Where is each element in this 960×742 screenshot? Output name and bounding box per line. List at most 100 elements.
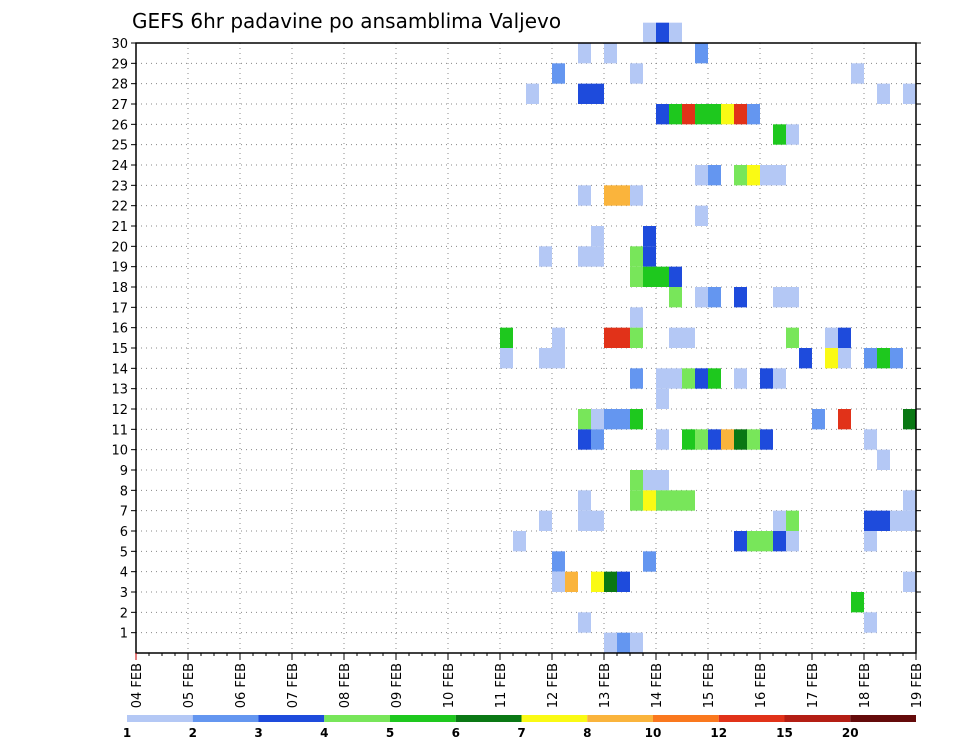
x-tick-label: 12 FEB <box>546 663 561 708</box>
colorbar-label: 20 <box>842 726 859 740</box>
y-tick-label: 29 <box>111 57 128 72</box>
y-tick-label: 30 <box>111 37 128 52</box>
precip-cell <box>591 83 604 104</box>
y-tick-label: 19 <box>111 261 128 276</box>
precip-cell <box>903 409 916 430</box>
precip-cell <box>734 104 747 125</box>
precip-cell <box>773 124 786 145</box>
x-tick-label: 17 FEB <box>806 663 821 708</box>
precip-cell <box>656 266 669 287</box>
precip-cell <box>734 287 747 308</box>
y-tick-label: 22 <box>111 200 128 215</box>
precip-cell <box>578 612 591 633</box>
y-tick-label: 11 <box>111 423 128 438</box>
x-tick-label: 05 FEB <box>182 663 197 708</box>
precip-cell <box>630 266 643 287</box>
precip-cell <box>617 409 630 430</box>
precip-cell <box>838 409 851 430</box>
colorbar-label: 8 <box>583 726 591 740</box>
precip-cell <box>786 510 799 531</box>
precip-cell <box>786 531 799 552</box>
precip-cell <box>617 632 630 653</box>
colorbar-segment <box>192 715 259 722</box>
precip-cell <box>656 429 669 450</box>
x-tick-label: 13 FEB <box>598 663 613 708</box>
precip-cell <box>630 490 643 511</box>
precip-cell <box>682 429 695 450</box>
y-axis: 1234567891011121314151617181920212223242… <box>111 37 921 642</box>
precip-cell <box>526 83 539 104</box>
precip-cell <box>578 43 591 64</box>
precip-cell <box>643 490 656 511</box>
colorbar-segment <box>653 715 719 722</box>
precip-cell <box>578 246 591 267</box>
colorbar-segment <box>258 715 325 722</box>
precip-cell <box>604 327 617 348</box>
precip-cell <box>578 409 591 430</box>
precip-cell <box>604 185 617 206</box>
y-tick-label: 24 <box>111 159 128 174</box>
precip-cell <box>669 368 682 389</box>
precip-cell <box>630 327 643 348</box>
precip-cell <box>578 83 591 104</box>
colorbar-label: 10 <box>645 726 662 740</box>
y-tick-label: 14 <box>111 362 128 377</box>
precip-cell <box>552 551 565 572</box>
precip-cell <box>630 368 643 389</box>
y-tick-label: 20 <box>111 240 128 255</box>
precip-cell <box>760 165 773 186</box>
x-tick-label: 14 FEB <box>650 663 665 708</box>
precip-cell <box>747 165 760 186</box>
precip-cell <box>682 490 695 511</box>
x-axis: 04 FEB 05 FEB 06 FEB 07 FEB 08 FEB 09 FEB 10 F… <box>130 653 925 708</box>
x-tick-label: 08 FEB <box>338 663 353 708</box>
precip-cell <box>591 510 604 531</box>
precip-cell <box>617 327 630 348</box>
precip-cell <box>578 510 591 531</box>
x-tick-label: 10 FEB <box>442 663 457 708</box>
precip-cell <box>630 63 643 84</box>
precip-cell <box>734 429 747 450</box>
colorbar-segment <box>455 715 522 722</box>
precip-cell <box>825 348 838 369</box>
precip-cell <box>591 429 604 450</box>
y-tick-label: 15 <box>111 342 128 357</box>
precip-cell <box>630 409 643 430</box>
y-tick-label: 12 <box>111 403 128 418</box>
y-tick-label: 5 <box>120 545 128 560</box>
colorbar-label: 4 <box>320 726 328 740</box>
precip-cell <box>656 22 669 43</box>
y-tick-label: 2 <box>120 606 128 621</box>
precip-cell <box>903 510 916 531</box>
precip-cell <box>669 22 682 43</box>
colorbar-label: 15 <box>776 726 793 740</box>
precip-cell <box>903 490 916 511</box>
y-tick-label: 1 <box>120 627 128 642</box>
colorbar-segment <box>127 715 193 722</box>
precip-cell <box>760 368 773 389</box>
precip-cell <box>552 327 565 348</box>
precip-cell <box>695 287 708 308</box>
x-tick-label: 04 FEB <box>130 663 145 708</box>
y-tick-label: 16 <box>111 322 128 337</box>
precip-cell <box>682 104 695 125</box>
precip-cell <box>838 327 851 348</box>
precip-cell <box>630 470 643 491</box>
y-tick-label: 4 <box>120 566 128 581</box>
colorbar-label: 5 <box>386 726 394 740</box>
precip-cell <box>877 348 890 369</box>
precip-cell <box>643 266 656 287</box>
precip-cell <box>903 571 916 592</box>
precip-cell <box>786 124 799 145</box>
precip-cell <box>630 246 643 267</box>
precip-cell <box>695 205 708 226</box>
x-tick-label: 16 FEB <box>754 663 769 708</box>
precip-cell <box>890 510 903 531</box>
precip-cell <box>591 571 604 592</box>
precip-cell <box>630 185 643 206</box>
precip-cell <box>903 83 916 104</box>
colorbar-segment <box>390 715 456 722</box>
precip-cell <box>643 470 656 491</box>
x-tick-label: 11 FEB <box>494 663 509 708</box>
